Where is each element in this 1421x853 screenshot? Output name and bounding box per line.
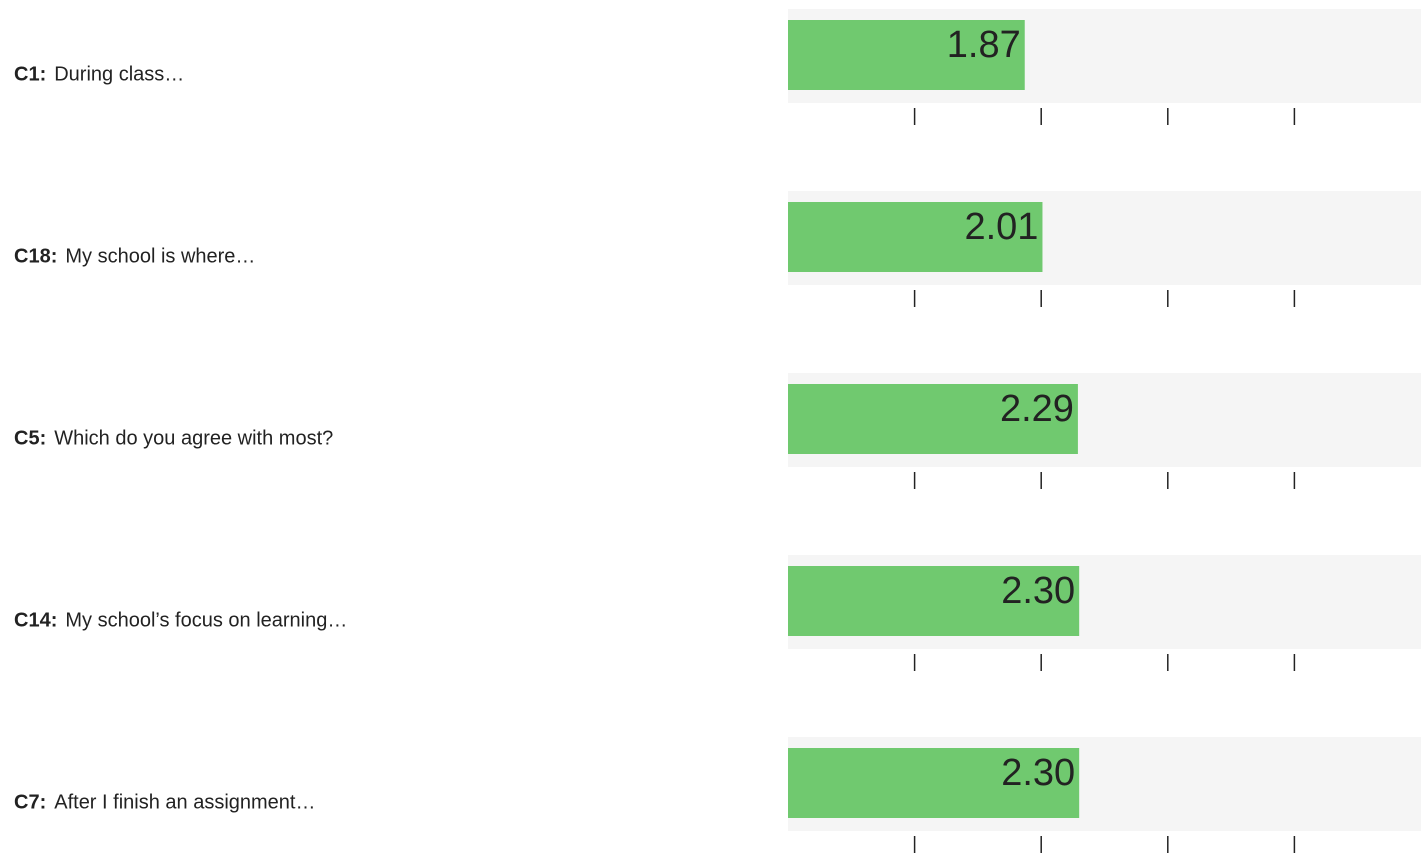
row-code: C14:	[14, 609, 57, 631]
value-label: 2.01	[964, 206, 1038, 248]
bar	[788, 384, 1078, 454]
row-code: C5:	[14, 427, 46, 449]
bar	[788, 566, 1080, 636]
bar	[788, 20, 1025, 90]
bar	[788, 202, 1043, 272]
row-code: C18:	[14, 245, 57, 267]
value-label: 2.30	[1001, 570, 1075, 612]
row-label: Which do you agree with most?	[54, 427, 333, 449]
row-code: C1:	[14, 63, 46, 85]
row-code: C7:	[14, 791, 46, 813]
value-label: 2.30	[1001, 752, 1075, 794]
value-label: 2.29	[1000, 388, 1074, 430]
row-label: My school is where…	[65, 245, 255, 267]
row-label: My school’s focus on learning…	[65, 609, 347, 631]
row-label: During class…	[54, 63, 184, 85]
value-label: 1.87	[947, 24, 1021, 66]
bar	[788, 748, 1080, 818]
row-label: After I finish an assignment…	[54, 791, 315, 813]
